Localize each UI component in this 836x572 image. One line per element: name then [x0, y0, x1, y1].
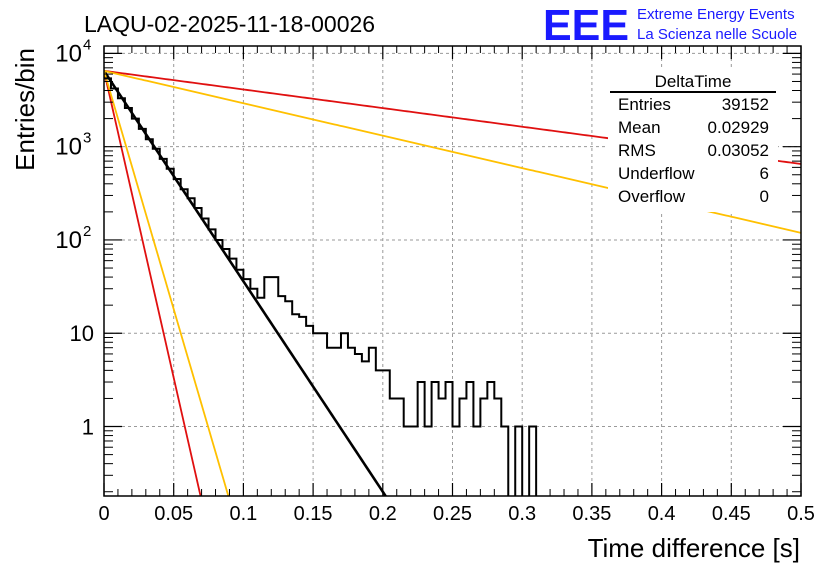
x-tick-label-9: 0.45 — [712, 503, 751, 525]
x-tick-label-3: 0.15 — [294, 503, 333, 525]
curve-yellow-fast — [104, 70, 230, 496]
x-tick-label-0: 0 — [98, 503, 109, 525]
stats-value-overflow: 0 — [760, 187, 769, 206]
stats-box: DeltaTime Entries 39152 Mean 0.02929 RMS 0.03… — [608, 70, 778, 212]
y-tick-label-exp-4: 4 — [83, 36, 91, 53]
x-tick-label-2: 0.1 — [229, 503, 257, 525]
stats-value-underflow: 6 — [760, 164, 769, 183]
y-tick-label-1: 10 — [70, 321, 94, 346]
y-tick-label-3: 10 — [55, 134, 82, 161]
axes: 0 0.05 0.1 0.15 0.2 0.25 0.3 0.35 0.4 0.45 0.5 1 10 1… — [55, 36, 815, 525]
histogram-deltatime — [104, 77, 538, 496]
eee-logo: EEE Extreme Energy Events La Scienza nel… — [543, 1, 797, 50]
x-axis-title: Time difference [s] — [588, 533, 800, 563]
x-tick-label-6: 0.3 — [508, 503, 536, 525]
stats-value-mean: 0.02929 — [708, 118, 769, 137]
stats-rows: Entries 39152 Mean 0.02929 RMS 0.03052 Underfl… — [618, 95, 769, 206]
x-tick-label-10: 0.5 — [787, 503, 815, 525]
x-tick-label-7: 0.35 — [572, 503, 611, 525]
stats-value-rms: 0.03052 — [708, 141, 769, 160]
curve-red-fast — [104, 70, 202, 496]
stats-label-rms: RMS — [618, 141, 656, 160]
stats-box-background — [608, 70, 778, 212]
logo-line-1: Extreme Energy Events — [637, 6, 795, 23]
x-tick-label-5: 0.25 — [433, 503, 472, 525]
y-tick-label-exp-2: 2 — [83, 223, 91, 240]
stats-label-entries: Entries — [618, 95, 671, 114]
logo-eee-text: EEE — [543, 1, 629, 50]
run-title: LAQU-02-2025-11-18-00026 — [84, 11, 375, 37]
stats-value-entries: 39152 — [722, 95, 769, 114]
y-tick-label-exp-3: 3 — [83, 130, 91, 147]
y-tick-label-4: 10 — [55, 40, 82, 67]
stats-label-overflow: Overflow — [618, 187, 686, 206]
y-axis-title: Entries/bin — [10, 48, 40, 171]
x-tick-label-1: 0.05 — [154, 503, 193, 525]
stats-label-underflow: Underflow — [618, 164, 695, 183]
stats-label-mean: Mean — [618, 118, 661, 137]
logo-line-2: La Scienza nelle Scuole — [637, 26, 797, 43]
y-tick-label-0: 1 — [82, 415, 94, 440]
x-tick-label-8: 0.4 — [648, 503, 676, 525]
x-tick-label-4: 0.2 — [369, 503, 397, 525]
stats-box-title: DeltaTime — [655, 72, 732, 91]
y-tick-label-2: 10 — [55, 227, 82, 254]
